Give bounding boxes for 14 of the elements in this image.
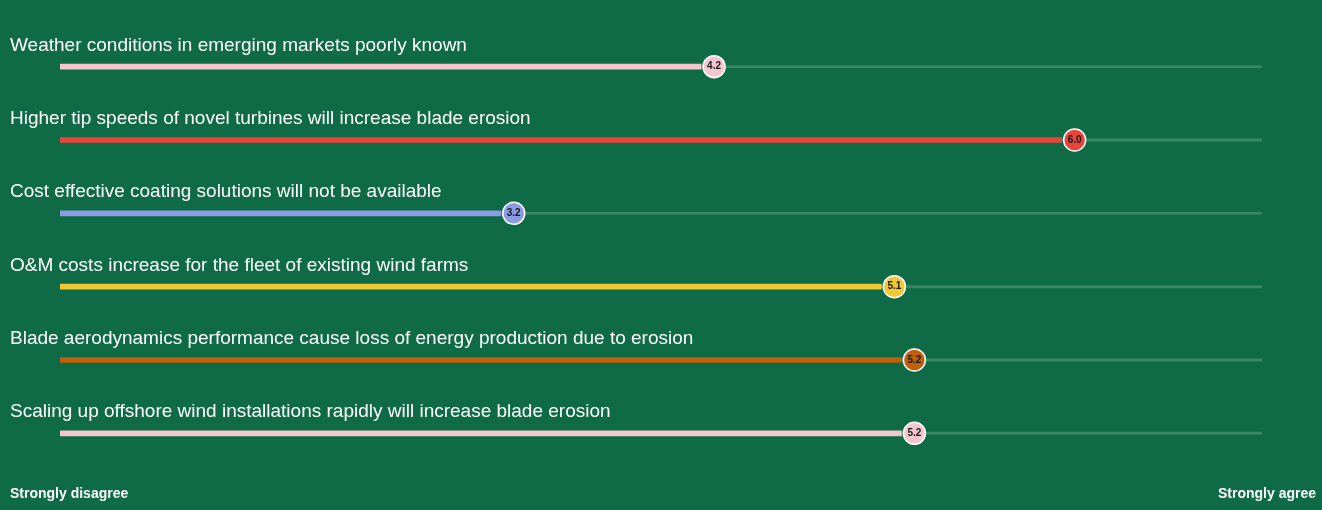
- y-tick-label: Scaling up offshore wind installations rapidly will increase blade erosion: [10, 400, 611, 422]
- y-tick-label: Cost effective coating solutions will not be available: [10, 180, 442, 202]
- text: Strongly agree: [1217, 485, 1317, 501]
- y-tick-label: Blade aerodynamics performance cause loss of energy production due to erosion: [10, 327, 694, 348]
- y-tick-label: O&M costs increase for the fleet of existing wind farms: [10, 253, 469, 275]
- text: Strongly disagree: [10, 485, 129, 501]
- data-label: 5.1: [887, 280, 902, 292]
- data-label: 5.2: [907, 353, 922, 365]
- y-tick-label: Higher tip speeds of novel turbines will increase blade erosion: [10, 107, 531, 128]
- data-label: 5.2: [907, 427, 922, 439]
- data-label: 3.2: [506, 207, 522, 219]
- data-label: 4.2: [707, 60, 722, 72]
- data-label: 6.0: [1067, 133, 1083, 145]
- y-tick-label: Weather conditions in emerging markets poorly known: [10, 33, 467, 55]
